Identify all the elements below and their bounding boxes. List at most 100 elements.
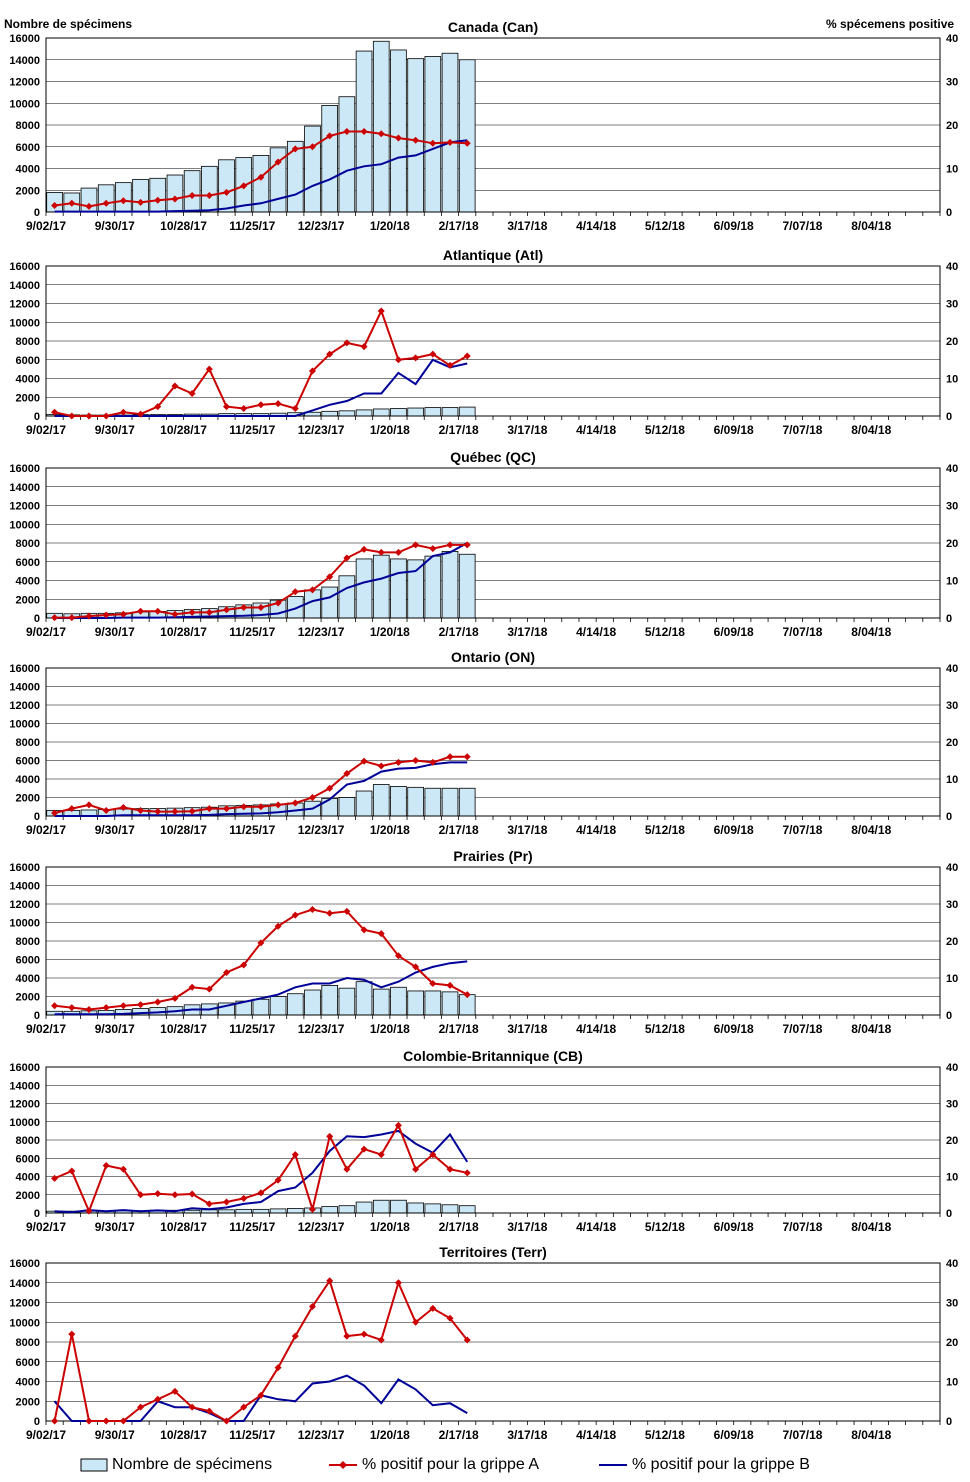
panel-2-x-tick-label: 9/02/17 [26, 625, 66, 639]
panel-0-flu-a-marker [463, 139, 471, 147]
panel-5-flu-a-marker [429, 1151, 437, 1159]
panel-4-flu-a-marker [188, 983, 196, 991]
panel-0-x-tick-label: 8/04/18 [851, 219, 891, 233]
panel-2-x-tick-label: 3/17/18 [507, 625, 547, 639]
panel-6-flu-a-marker [360, 1330, 368, 1338]
panel-4-flu-a-marker [412, 963, 420, 971]
panel-0-x-tick-label: 9/30/17 [95, 219, 135, 233]
panel-6-x-tick-label: 9/30/17 [95, 1428, 135, 1442]
panel-0-y-tick-label: 12000 [9, 77, 40, 89]
panel-3-y2-tick-label: 40 [946, 663, 958, 675]
panel-1-flu-a-marker [223, 403, 231, 411]
panel-3-flu-a-marker [171, 808, 179, 816]
panel-6-flu-a-marker [51, 1417, 59, 1425]
panel-3-flu-a-marker [308, 794, 316, 801]
panel-4-flu-a-marker [343, 907, 351, 915]
panel-1-x-tick-label: 6/09/18 [714, 423, 754, 437]
panel-1-x-tick-label: 2/17/18 [439, 423, 479, 437]
panel-2-flu-a-marker [240, 604, 248, 611]
panel-4-x-tick-label: 2/17/18 [439, 1022, 479, 1036]
panel-2-x-tick-label: 12/23/17 [298, 625, 345, 639]
panel-0-specimen-bar [201, 165, 218, 213]
panel-3-specimen-bar [355, 790, 373, 817]
panel-2-flu-a-marker [291, 588, 299, 596]
panel-1-flu-a-marker [119, 408, 127, 416]
panel-6-x-tick-label: 2/17/18 [439, 1428, 479, 1442]
panel-5-flu-a-marker [463, 1169, 471, 1177]
panel-2-y-tick-label: 12000 [9, 501, 40, 513]
panel-0-flu-a-marker [223, 188, 231, 196]
panel-4-y2-tick-label: 0 [946, 1010, 952, 1022]
panel-3-flu-a-marker [274, 801, 282, 809]
panel-5-x-tick-label: 6/09/18 [714, 1220, 754, 1234]
panel-6-flu-a-marker [102, 1417, 110, 1425]
panel-4-specimen-bar [252, 998, 270, 1016]
panel-3-title: Ontario (ON) [451, 649, 535, 665]
panel-4-x-tick-label: 4/14/18 [576, 1022, 616, 1036]
panel-1-y2-tick-label: 30 [946, 299, 958, 311]
panel-4-x-tick-label: 9/30/17 [95, 1022, 135, 1036]
panel-6-x-tick-label: 9/02/17 [26, 1428, 66, 1442]
panel-2-specimen-bar [441, 551, 459, 619]
panel-1-y-tick-label: 12000 [9, 299, 40, 311]
panel-2-flu-a-marker [326, 573, 334, 581]
panel-3-flu-a-marker [137, 806, 145, 814]
panel-4-flu-a-marker [394, 952, 402, 960]
panel-5-flu-a-marker [223, 1198, 231, 1206]
legend: Nombre de spécimens % positif pour la gr… [80, 1456, 940, 1480]
panel-2-x-tick-label: 6/09/18 [714, 625, 754, 639]
panel-1-y2-tick-label: 0 [946, 411, 952, 423]
panel-2-y-tick-label: 14000 [9, 482, 40, 494]
panel-0-y-tick-label: 6000 [16, 142, 40, 154]
panel-4-specimen-bar [321, 985, 338, 1016]
panel-4-flu-a-marker [85, 1005, 93, 1013]
panel-1-x-tick-label: 3/17/18 [507, 423, 547, 437]
panel-1-y-tick-label: 0 [34, 411, 40, 423]
panel-6-y-tick-label: 4000 [16, 1377, 40, 1389]
panel-5-flu-a-marker [360, 1145, 368, 1153]
panel-4-specimen-bar [355, 981, 373, 1016]
panel-5-flu-a-marker [119, 1165, 127, 1173]
panel-1-specimen-bar [355, 409, 373, 417]
panel-2-specimen-bar [390, 558, 407, 619]
panel-3-x-tick-label: 2/17/18 [439, 823, 479, 837]
panel-4-y2-tick-label: 10 [946, 973, 958, 985]
panel-6-flu-a-marker [274, 1364, 282, 1372]
panel-2-x-tick-label: 10/28/17 [160, 625, 207, 639]
legend-flu-a-swatch [329, 1461, 357, 1469]
panel-5-flu-a-marker [446, 1165, 454, 1173]
panel-2-y-tick-label: 16000 [9, 463, 40, 475]
panel-4-flu-a-marker [326, 909, 334, 917]
panel-5-flu-a-marker [102, 1162, 110, 1170]
panel-3-flu-a-marker [360, 757, 368, 765]
panel-5-specimen-bar [441, 1204, 459, 1214]
panel-5-x-tick-label: 8/04/18 [851, 1220, 891, 1234]
panel-2-y2-tick-label: 10 [946, 576, 958, 588]
panel-0-x-tick-label: 4/14/18 [576, 219, 616, 233]
panel-0-flu-a-marker [68, 199, 76, 207]
panel-0-flu-a-marker [85, 202, 93, 210]
panel-6-x-tick-label: 7/07/18 [782, 1428, 822, 1442]
panel-0-y2-tick-label: 20 [946, 120, 958, 132]
panel-3-specimen-bar [424, 787, 442, 817]
panel-2-flu-a-marker [412, 541, 420, 549]
panel-3-x-tick-label: 6/09/18 [714, 823, 754, 837]
panel-0-x-tick-label: 3/17/18 [507, 219, 547, 233]
panel-5-flu-a-marker [274, 1176, 282, 1184]
panel-2-y2-tick-label: 0 [946, 613, 952, 625]
panel-4-specimen-bar [390, 986, 407, 1016]
panel-3-flu-a-marker [257, 803, 265, 811]
panel-3-flu-a-marker [51, 809, 59, 817]
panel-4-flu-a-marker [463, 991, 471, 999]
panel-1-flu-b-line [54, 358, 468, 417]
panel-5-y2-tick-label: 20 [946, 1135, 958, 1147]
panel-5-specimen-bar [269, 1208, 287, 1214]
panel-4-flu-b-line [54, 960, 468, 1016]
panel-0-specimen-bar [166, 174, 184, 213]
panel-6-x-tick-label: 10/28/17 [160, 1428, 207, 1442]
panel-2-y-tick-label: 0 [34, 613, 40, 625]
legend-label-specimens: Nombre de spécimens [112, 1456, 273, 1473]
legend-label-flu-a: % positif pour la grippe A [362, 1456, 539, 1473]
panel-0-specimen-bar [97, 184, 115, 213]
